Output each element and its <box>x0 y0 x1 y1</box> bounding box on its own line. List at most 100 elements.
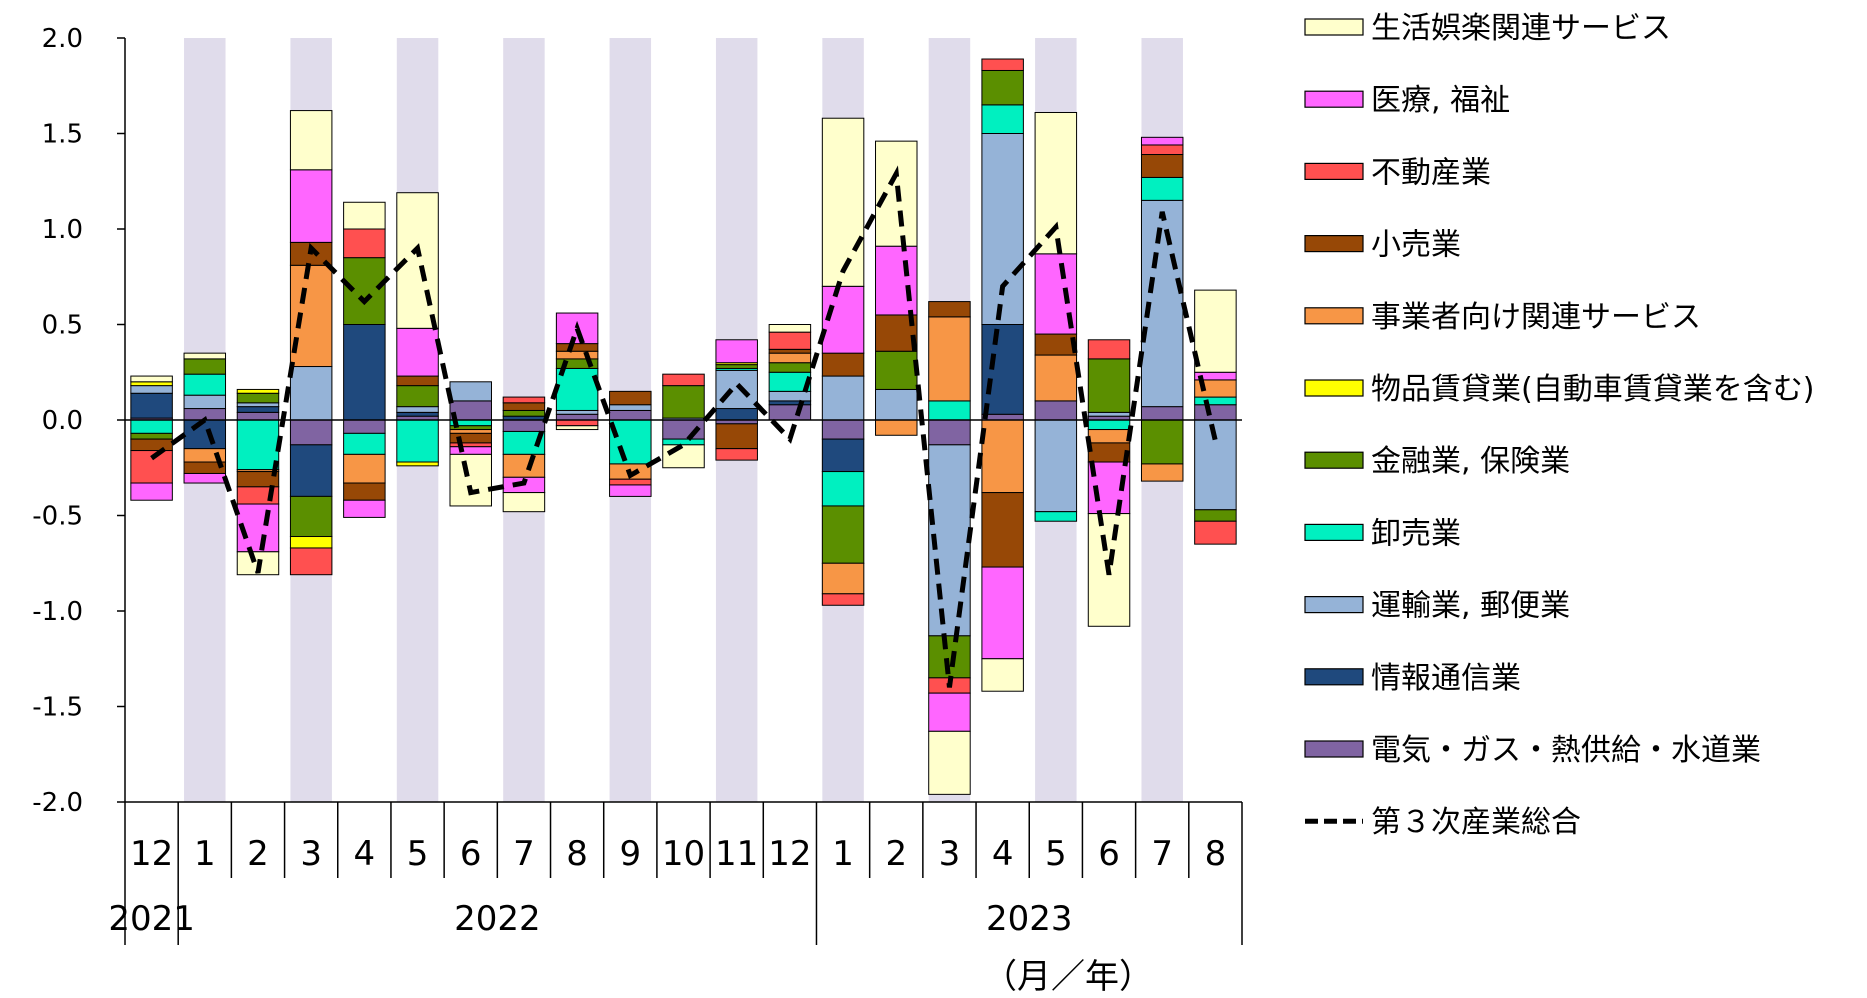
x-month-label: 8 <box>566 834 588 874</box>
bar-segment <box>183 373 227 396</box>
bar-segment <box>130 482 173 501</box>
bar-segment <box>502 492 546 513</box>
bar-segment <box>236 392 280 404</box>
x-month-label: 1 <box>194 834 216 874</box>
legend-swatch <box>1304 595 1364 614</box>
bar-segment <box>928 400 971 421</box>
x-month-label: 2 <box>247 834 269 874</box>
bar-segment <box>1087 411 1131 417</box>
bar-segment <box>981 492 1024 568</box>
x-month-label: 2 <box>885 834 907 874</box>
bar-segment <box>981 69 1024 106</box>
bar-segment <box>768 352 812 364</box>
bar-segment <box>1140 463 1184 482</box>
legend-label: 事業者向け関連サービス <box>1371 300 1701 335</box>
bar-segment <box>236 419 280 471</box>
x-month-label: 7 <box>1151 834 1173 874</box>
bar-segment <box>1194 289 1237 373</box>
x-year-label: 2023 <box>986 899 1073 939</box>
total-line-group <box>150 165 1218 688</box>
y-tick-label: -0.5 <box>32 502 83 532</box>
bar-segment <box>1140 176 1184 201</box>
bar-segment <box>555 343 599 352</box>
bar-segment <box>928 419 971 446</box>
bar-segment <box>289 547 333 576</box>
legend-swatch <box>1304 379 1364 397</box>
bar-segment <box>289 536 333 549</box>
bar-segment <box>875 388 918 421</box>
y-tick-label: -1.5 <box>32 693 83 723</box>
bar-segment <box>1140 136 1184 146</box>
x-unit-label: （月／年） <box>983 957 1153 997</box>
bar-segment <box>928 301 971 318</box>
bar-segment <box>928 692 971 732</box>
bar-segment <box>502 396 546 404</box>
legend-swatch <box>1304 668 1364 686</box>
bar-segment <box>821 438 865 473</box>
bar-segment <box>396 461 439 467</box>
bar-segment <box>289 419 333 446</box>
legend-swatch <box>1304 307 1364 325</box>
bar-segment <box>821 471 865 507</box>
y-tick-label: 0.5 <box>42 311 83 341</box>
bar-segment <box>768 348 812 354</box>
bar-segment <box>183 419 227 450</box>
bar-segment <box>555 409 599 415</box>
bar-segment <box>981 413 1024 421</box>
bar-segment <box>609 409 652 421</box>
y-tick-label: 0.0 <box>42 406 83 436</box>
bar-segment <box>555 419 599 427</box>
bar-segment <box>928 316 971 402</box>
bar-segment <box>502 419 546 432</box>
x-month-label: 10 <box>662 834 705 874</box>
x-month-label: 3 <box>300 834 322 874</box>
x-month-label: 8 <box>1205 834 1227 874</box>
bar-segment <box>555 350 599 360</box>
bar-segment <box>236 406 280 413</box>
legend-label: 情報通信業 <box>1371 661 1521 696</box>
bar-segment <box>396 375 439 387</box>
y-tick-label: -1.0 <box>32 597 83 627</box>
bar-segment <box>449 446 492 455</box>
bar-segment <box>289 110 333 171</box>
bar-segment <box>289 444 333 497</box>
bar-segment <box>343 201 386 230</box>
bar-segment <box>609 478 652 486</box>
bar-segment <box>821 117 865 287</box>
x-month-label: 5 <box>407 834 429 874</box>
bar-segment <box>289 495 333 538</box>
bar-stacks <box>130 58 1237 795</box>
bar-segment <box>183 472 227 484</box>
x-year-label: 2022 <box>454 899 541 939</box>
bar-segment <box>1140 154 1184 178</box>
legend-swatch <box>1304 18 1364 36</box>
bar-segment <box>343 419 386 434</box>
bar-segment <box>981 324 1024 415</box>
bar-segment <box>130 392 173 419</box>
bar-segment <box>183 394 227 410</box>
bar-segment <box>662 373 705 387</box>
bar-segment <box>821 419 865 440</box>
y-tick-label: 2.0 <box>42 24 83 54</box>
x-month-label: 5 <box>1045 834 1067 874</box>
bar-segment <box>449 381 492 402</box>
bar-segment <box>343 453 386 484</box>
bar-segment <box>343 324 386 421</box>
bar-segment <box>715 408 758 421</box>
bar-segment <box>130 381 173 387</box>
bar-segment <box>396 327 439 377</box>
bar-segment <box>502 402 546 411</box>
bar-segment <box>236 411 280 421</box>
y-tick-label: -2.0 <box>32 788 83 818</box>
x-month-label: 9 <box>619 834 641 874</box>
bar-segment <box>183 352 227 360</box>
x-month-label: 6 <box>1098 834 1120 874</box>
bar-segment <box>130 432 173 440</box>
bar-segment <box>715 448 758 461</box>
bar-segment <box>768 390 812 402</box>
bar-segment <box>768 324 812 333</box>
bar-segment <box>1140 406 1184 421</box>
bar-segment <box>981 419 1024 494</box>
